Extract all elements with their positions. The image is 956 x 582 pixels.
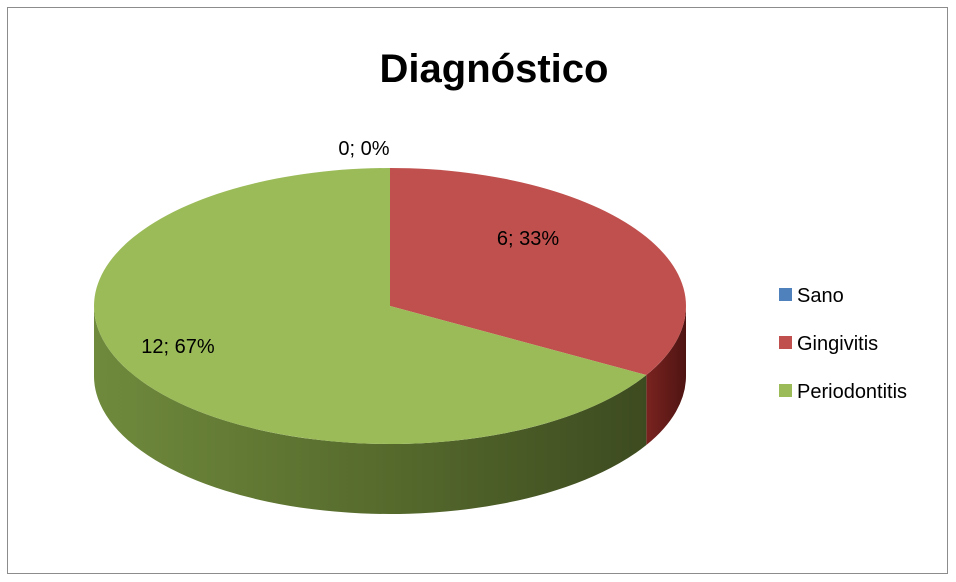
data-label-gingivitis: 6; 33% [497,228,559,250]
data-label-sano: 0; 0% [338,138,389,160]
slice-periodontitis [94,168,647,444]
data-label-periodontitis: 12; 67% [141,336,215,358]
pie-group [94,168,686,514]
legend-label-periodontitis: Periodontitis [797,381,907,403]
legend-label-gingivitis: Gingivitis [797,333,878,355]
legend-swatch-sano [779,288,792,301]
legend-swatch-periodontitis [779,384,792,397]
slice-side-gingivitis [646,306,686,445]
legend-label-sano: Sano [797,285,844,307]
slice-gingivitis [390,168,686,375]
slice-side-periodontitis [94,306,647,514]
legend-swatch-gingivitis [779,336,792,349]
chart-title: Diagnóstico [380,47,609,91]
legend: Sano Gingivitis Periodontitis [779,285,907,403]
